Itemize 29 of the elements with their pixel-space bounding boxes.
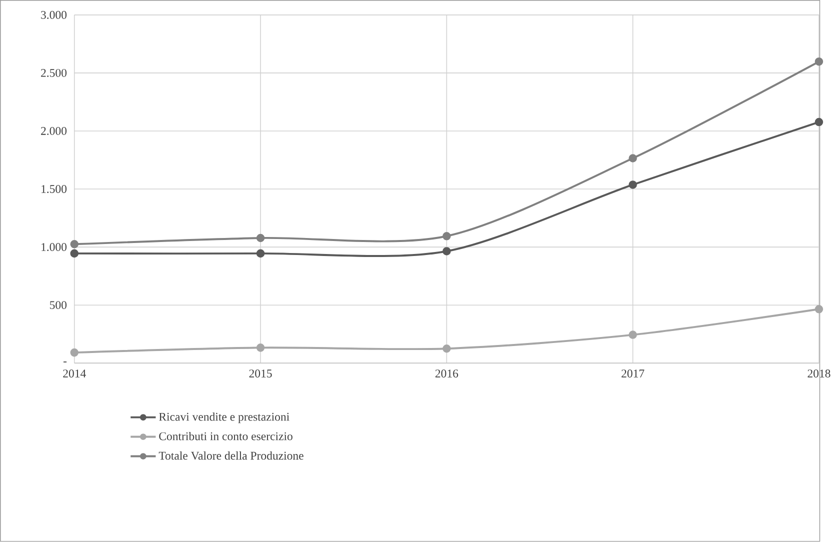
point: [256, 344, 265, 352]
point: [70, 348, 79, 357]
legend-label: Contributi in conto esercizio: [159, 432, 292, 440]
legend-label: Ricavi vendite e prestazioni: [158, 412, 290, 424]
x-tick-label: 2016: [435, 370, 458, 378]
point: [628, 180, 637, 189]
x-tick-label: 2014: [63, 370, 86, 378]
point: [814, 305, 824, 314]
point: [442, 232, 451, 240]
y-tick-label: 1.000: [42, 243, 67, 252]
point: [814, 118, 824, 126]
point: [628, 330, 637, 340]
y-tick-label: 500: [50, 301, 67, 310]
point: [256, 249, 265, 258]
y-tick-label: 2.000: [41, 127, 67, 136]
y-tick-label: 1.500: [42, 185, 67, 194]
x-tick-label: 2018: [808, 370, 830, 378]
point: [70, 240, 79, 248]
point: [442, 247, 451, 256]
point: [442, 344, 451, 353]
point: [256, 234, 265, 242]
point: [628, 154, 637, 163]
point: [70, 249, 79, 258]
x-tick-label: 2015: [249, 370, 272, 378]
legend-label: Totale Valore della Produzione: [158, 452, 304, 460]
point: [814, 58, 824, 66]
y-tick-label: 2.500: [41, 69, 67, 78]
x-tick-label: 2017: [622, 370, 644, 378]
y-tick-label: 3.000: [41, 11, 67, 20]
